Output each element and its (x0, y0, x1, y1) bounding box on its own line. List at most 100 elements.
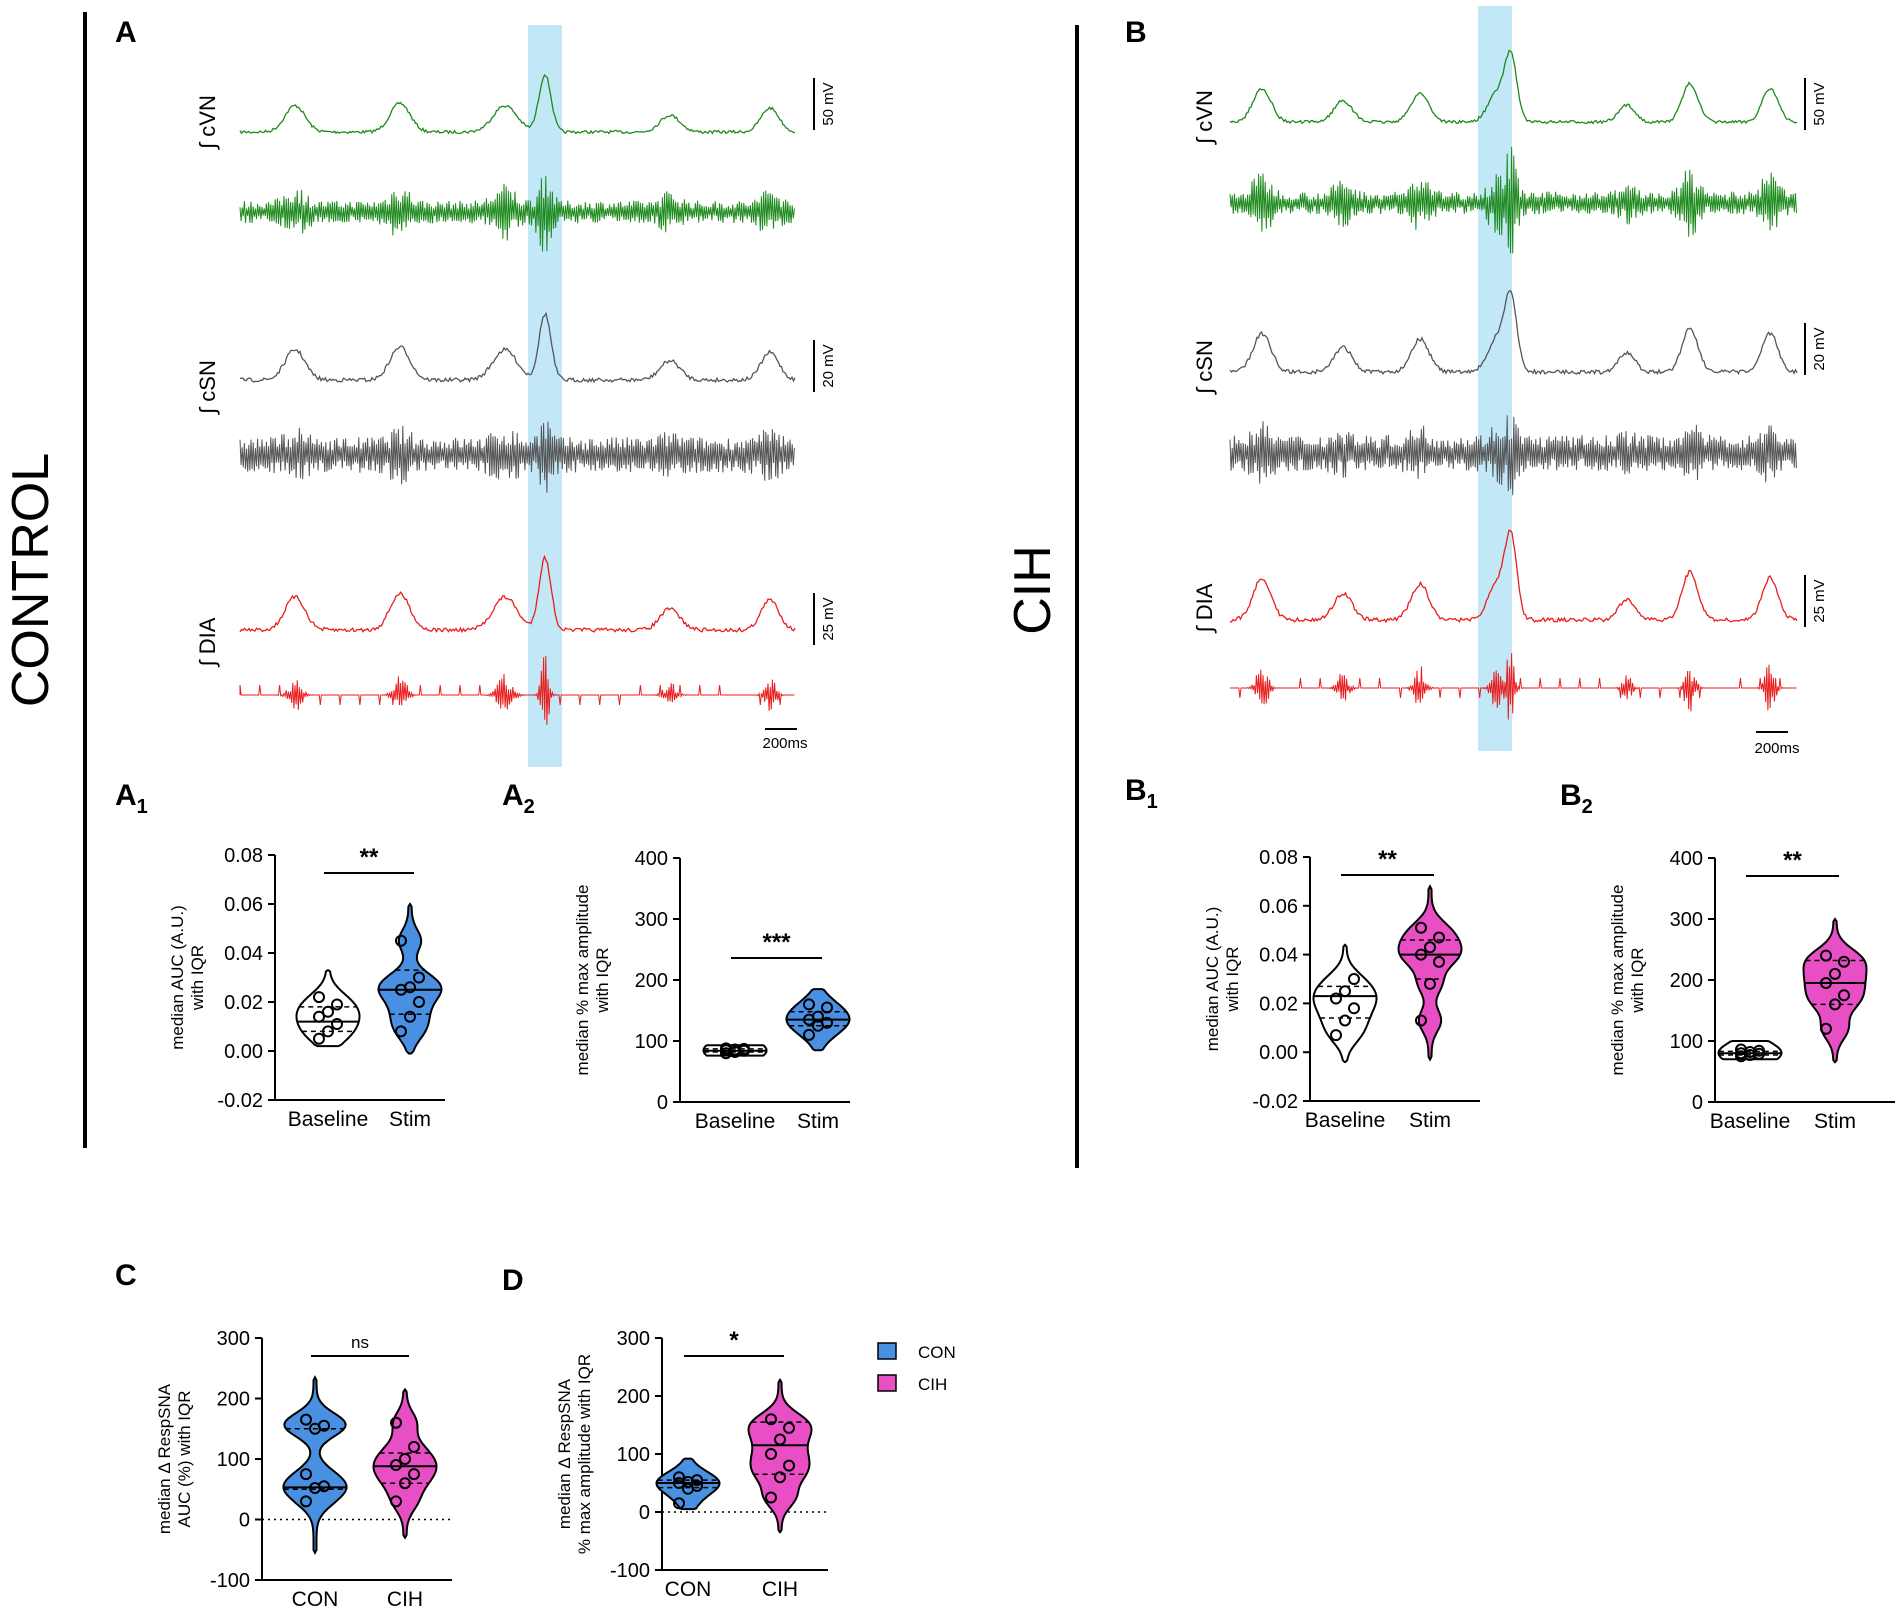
data-point (1829, 998, 1841, 1011)
y-axis-label: median % max amplitudewith IQR (1608, 885, 1647, 1076)
violin-Stim (377, 902, 443, 1055)
raw-cvn-trace (239, 175, 795, 252)
y-tick-label: -0.02 (217, 1090, 263, 1112)
data-point (783, 1459, 795, 1472)
data-point (322, 1025, 334, 1038)
integrated-csn-trace (1229, 289, 1798, 376)
data-point (390, 1416, 402, 1429)
x-category-label: CIH (387, 1588, 423, 1611)
x-category-label: Stim (1814, 1110, 1856, 1133)
y-tick-label: 0.00 (224, 1041, 263, 1063)
data-point (1415, 921, 1427, 934)
y-axis-label-line: median AUC (A.U.) (1203, 907, 1222, 1052)
integrated-dia-trace (1229, 529, 1798, 624)
panel-label-A: A (115, 16, 137, 49)
y-tick-label: 300 (617, 1328, 650, 1350)
trace-label-dia-A: ∫ DIA (195, 617, 220, 668)
chart-C: -100 0 100 200 300 median Δ RespSNAAUC (%) wi… (155, 1328, 452, 1611)
data-point (1415, 1014, 1427, 1027)
traces-cih (1229, 49, 1798, 720)
data-point (390, 1459, 402, 1472)
y-tick-label: 100 (1670, 1031, 1703, 1053)
data-point (408, 1468, 420, 1481)
data-point (821, 1016, 833, 1029)
y-tick-label: 0.04 (224, 943, 263, 965)
y-tick-label: 100 (635, 1031, 668, 1053)
data-point (774, 1433, 786, 1446)
data-point (313, 1032, 325, 1045)
y-tick-label: 200 (217, 1389, 250, 1411)
significance-label: ** (360, 844, 379, 871)
time-label-B: 200ms (1754, 740, 1799, 757)
significance-label: *** (762, 929, 791, 956)
panel-label-B2: B2 (1560, 779, 1593, 818)
y-axis-label-line: median Δ RespSNA (555, 1378, 574, 1529)
y-tick-label: 100 (617, 1444, 650, 1466)
data-point (300, 1413, 312, 1426)
scale-label-csn-B: 20 mV (1811, 327, 1828, 370)
scale-label-cvn-A: 50 mV (820, 82, 837, 125)
data-point (1820, 949, 1832, 962)
y-axis-label-line: median % max amplitude (573, 885, 592, 1076)
data-point (313, 1010, 325, 1023)
y-tick-label: 300 (217, 1328, 250, 1350)
data-point (765, 1491, 777, 1504)
significance-label: ** (1783, 847, 1802, 874)
data-point (313, 991, 325, 1004)
data-point (318, 1480, 330, 1493)
scale-label-csn-A: 20 mV (820, 344, 837, 387)
chart-B1: -0.02 0.00 0.02 0.04 0.06 0.08 median AUC (A.U… (1203, 846, 1480, 1132)
y-axis-label-line: median AUC (A.U.) (168, 905, 187, 1050)
data-point (300, 1468, 312, 1481)
data-point (765, 1413, 777, 1426)
data-point (803, 1028, 815, 1041)
y-tick-label: 400 (635, 848, 668, 870)
y-axis-label: median AUC (A.U.)with IQR (1203, 907, 1242, 1052)
violin-Stim (1802, 917, 1868, 1064)
chart-B2: 0 100 200 300 400 median % max amplitudewith … (1608, 847, 1895, 1133)
x-category-label: Stim (1409, 1109, 1451, 1132)
data-point (1339, 1014, 1351, 1027)
panel-label-A2: A2 (502, 779, 535, 818)
data-point (1433, 931, 1445, 944)
y-tick-label: 0.08 (1259, 847, 1298, 869)
y-tick-label: 100 (217, 1449, 250, 1471)
data-point (720, 1042, 732, 1055)
data-point (395, 1025, 407, 1038)
traces-control (239, 73, 796, 726)
significance-label: ns (351, 1333, 369, 1352)
x-category-label: Baseline (1305, 1109, 1386, 1132)
y-axis-label: median Δ RespSNAAUC (%) with IQR (155, 1383, 194, 1534)
significance-label: ** (1378, 846, 1397, 873)
data-point (1820, 1022, 1832, 1035)
x-category-label: Stim (797, 1110, 839, 1133)
significance-label: * (729, 1327, 739, 1354)
panel-label-B: B (1125, 16, 1147, 49)
y-axis-label-line: median % max amplitude (1608, 885, 1627, 1076)
y-tick-label: 300 (1670, 909, 1703, 931)
data-point (765, 1448, 777, 1460)
y-axis-label-line: % max amplitude with IQR (575, 1354, 594, 1554)
data-point (1424, 977, 1436, 990)
violin-CIH (747, 1377, 813, 1534)
scale-label-dia-B: 25 mV (1811, 579, 1828, 622)
data-point (1753, 1044, 1765, 1057)
data-point (404, 1010, 416, 1023)
y-tick-label: 200 (1670, 970, 1703, 992)
trace-label-cvn-A: ∫ cVN (195, 95, 220, 151)
data-point (1348, 1002, 1360, 1015)
y-tick-label: 0 (639, 1502, 650, 1524)
y-tick-label: 200 (617, 1386, 650, 1408)
y-axis-label-line: AUC (%) with IQR (175, 1391, 194, 1528)
data-point (673, 1471, 685, 1484)
x-category-label: Baseline (288, 1108, 369, 1131)
scale-label-dia-A: 25 mV (820, 597, 837, 640)
data-point (1339, 985, 1351, 998)
y-axis-label-line: with IQR (593, 947, 612, 1013)
cih-label: CIH (1004, 545, 1062, 635)
data-point (803, 998, 815, 1011)
raw-csn-trace (1229, 415, 1797, 496)
data-point (300, 1495, 312, 1508)
chart-A1: -0.02 0.00 0.02 0.04 0.06 0.08 median AUC (A.U… (168, 844, 445, 1131)
data-point (1424, 941, 1436, 954)
